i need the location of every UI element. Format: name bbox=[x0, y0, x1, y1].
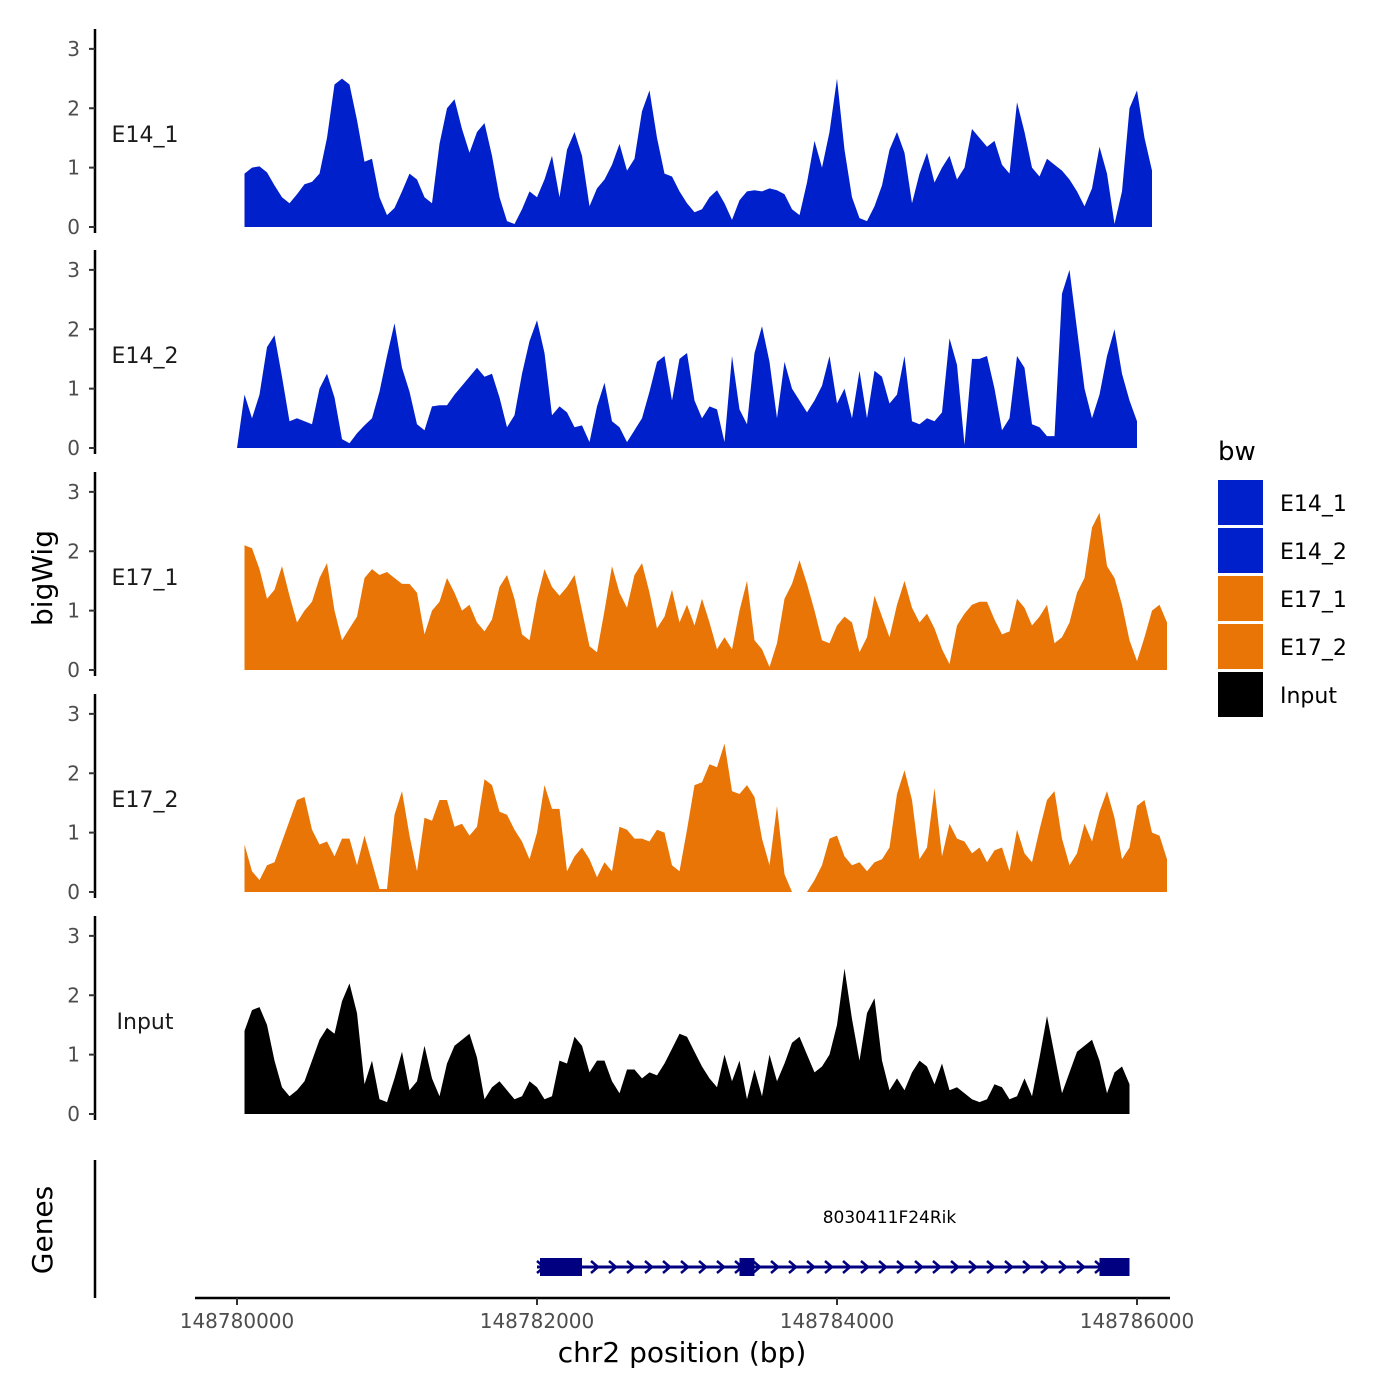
track-label: E14_1 bbox=[112, 123, 179, 148]
strand-arrow bbox=[590, 1260, 600, 1274]
track-label: E17_1 bbox=[112, 566, 179, 591]
x-tick-label: 148780000 bbox=[180, 1309, 295, 1333]
track-input: 0 1 2 3 Input bbox=[67, 916, 1130, 1126]
strand-arrow bbox=[698, 1260, 708, 1274]
y-tick-label: 1 bbox=[67, 377, 80, 401]
legend-label-e14_1: E14_1 bbox=[1280, 492, 1347, 517]
gene-name-label: 8030411F24Rik bbox=[823, 1208, 957, 1228]
strand-arrow bbox=[1004, 1260, 1014, 1274]
y-tick-label: 2 bbox=[67, 761, 80, 785]
strand-arrow bbox=[968, 1260, 978, 1274]
strand-arrow bbox=[896, 1260, 906, 1274]
y-tick-label: 0 bbox=[67, 658, 80, 682]
strand-arrow bbox=[770, 1260, 780, 1274]
track-label: E14_2 bbox=[112, 344, 179, 369]
x-axis-title: chr2 position (bp) bbox=[558, 1336, 807, 1369]
signal-area bbox=[244, 968, 1130, 1114]
strand-arrow bbox=[986, 1260, 996, 1274]
y-tick-label: 1 bbox=[67, 156, 80, 180]
y-tick-label: 1 bbox=[67, 821, 80, 845]
y-tick-label: 1 bbox=[67, 599, 80, 623]
strand-arrow bbox=[752, 1260, 762, 1274]
tracks-layer: 0 1 2 3 E14_1 0 1 2 3 E14_2 0 1 2 3 E17_1 0 1 2 3 E17_2 0 1 2 3… bbox=[67, 29, 1167, 1126]
legend-label-input: Input bbox=[1280, 684, 1337, 709]
y-tick-label: 1 bbox=[67, 1043, 80, 1067]
track-e17_2: 0 1 2 3 E17_2 bbox=[67, 694, 1167, 904]
track-label: E17_2 bbox=[112, 788, 179, 813]
legend-swatch-e14_2 bbox=[1218, 528, 1263, 573]
signal-area bbox=[237, 269, 1137, 448]
strand-arrow bbox=[1022, 1260, 1032, 1274]
strand-arrow bbox=[950, 1260, 960, 1274]
y-tick-label: 0 bbox=[67, 880, 80, 904]
legend-swatch-e17_2 bbox=[1218, 624, 1263, 669]
x-tick-label: 148784000 bbox=[780, 1309, 895, 1333]
strand-arrow bbox=[878, 1260, 888, 1274]
strand-arrow bbox=[680, 1260, 690, 1274]
x-tick-label: 148782000 bbox=[480, 1309, 595, 1333]
y-tick-label: 3 bbox=[67, 702, 80, 726]
y-tick-label: 2 bbox=[67, 983, 80, 1007]
x-tick-label: 148786000 bbox=[1080, 1309, 1195, 1333]
signal-area bbox=[244, 743, 1167, 892]
legend-label-e17_1: E17_1 bbox=[1280, 588, 1347, 613]
y-tick-label: 0 bbox=[67, 436, 80, 460]
legend-title: bw bbox=[1218, 437, 1256, 467]
strand-arrow bbox=[932, 1260, 942, 1274]
y-tick-label: 3 bbox=[67, 258, 80, 282]
strand-arrow bbox=[842, 1260, 852, 1274]
strand-arrow bbox=[806, 1260, 816, 1274]
y-tick-label: 2 bbox=[67, 96, 80, 120]
legend-swatch-input bbox=[1218, 672, 1263, 717]
legend: bw E14_1 E14_2 E17_1 E17_2 Input bbox=[1218, 437, 1347, 717]
strand-arrow bbox=[716, 1260, 726, 1274]
legend-label-e17_2: E17_2 bbox=[1280, 636, 1347, 661]
y-tick-label: 0 bbox=[67, 1102, 80, 1126]
y-axis-title: bigWig bbox=[26, 530, 59, 626]
gene-exon bbox=[1099, 1258, 1130, 1276]
strand-arrow bbox=[644, 1260, 654, 1274]
y-tick-label: 3 bbox=[67, 37, 80, 61]
strand-arrow bbox=[608, 1260, 618, 1274]
track-e17_1: 0 1 2 3 E17_1 bbox=[67, 472, 1167, 682]
signal-area bbox=[244, 78, 1152, 227]
track-e14_1: 0 1 2 3 E14_1 bbox=[67, 29, 1152, 239]
y-tick-label: 2 bbox=[67, 317, 80, 341]
strand-arrow bbox=[626, 1260, 636, 1274]
y-tick-label: 3 bbox=[67, 924, 80, 948]
track-e14_2: 0 1 2 3 E14_2 bbox=[67, 250, 1137, 460]
strand-arrow bbox=[1076, 1260, 1086, 1274]
track-label: Input bbox=[117, 1010, 174, 1035]
y-tick-label: 2 bbox=[67, 539, 80, 563]
legend-swatch-e14_1 bbox=[1218, 480, 1263, 525]
genes-axis-title: Genes bbox=[26, 1186, 59, 1274]
gene-exon bbox=[540, 1258, 582, 1276]
strand-arrow bbox=[824, 1260, 834, 1274]
strand-arrow bbox=[1058, 1260, 1068, 1274]
y-tick-label: 3 bbox=[67, 480, 80, 504]
signal-area bbox=[244, 512, 1167, 670]
gene-exon bbox=[739, 1258, 755, 1276]
strand-arrow bbox=[860, 1260, 870, 1274]
y-tick-label: 0 bbox=[67, 215, 80, 239]
strand-arrow bbox=[662, 1260, 672, 1274]
strand-arrow bbox=[1040, 1260, 1050, 1274]
genes-panel: 8030411F24Rik bbox=[93, 1160, 1130, 1298]
legend-label-e14_2: E14_2 bbox=[1280, 540, 1347, 565]
x-axis: 148780000 148782000 148784000 148786000 bbox=[180, 1296, 1195, 1333]
legend-swatch-e17_1 bbox=[1218, 576, 1263, 621]
strand-arrow bbox=[788, 1260, 798, 1274]
strand-arrow bbox=[914, 1260, 924, 1274]
